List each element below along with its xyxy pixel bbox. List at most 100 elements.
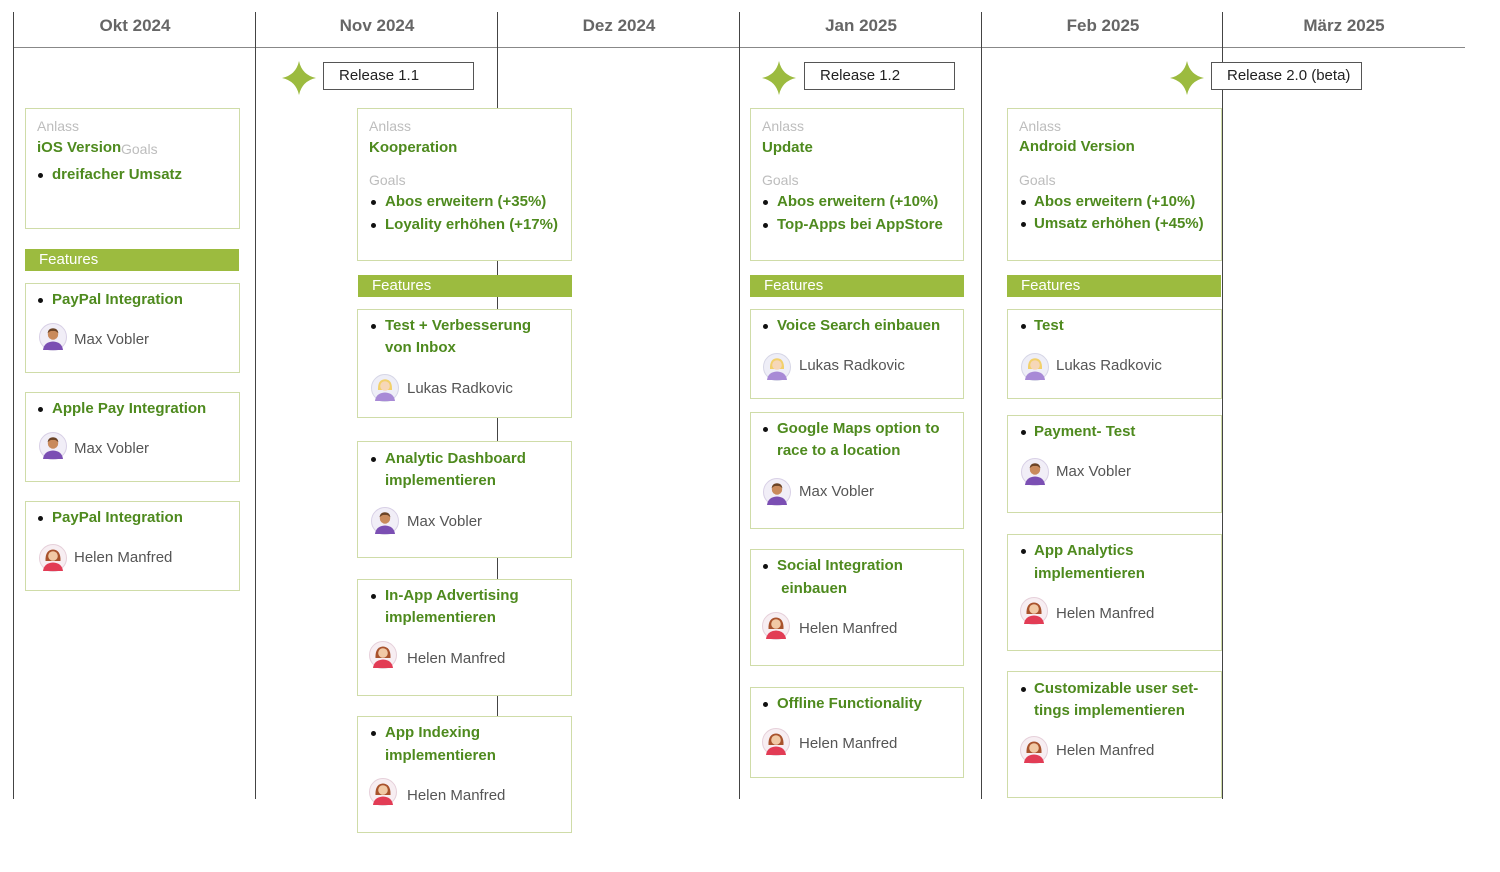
goal-item: Abos erweitern (+10%): [777, 193, 939, 210]
feature-title: einbauen: [777, 580, 848, 597]
anlass-value: iOS Version: [37, 139, 122, 156]
owner-name: Helen Manfred: [1056, 605, 1155, 622]
goal-bullet: [1021, 222, 1026, 227]
anlass-label: Anlass: [369, 118, 412, 134]
male-avatar-icon: [1021, 458, 1049, 486]
goal-item: Loyality erhöhen (+17%): [385, 216, 558, 233]
feature-title: Google Maps option to: [777, 420, 940, 437]
anlass-label: Anlass: [1019, 118, 1062, 134]
male-avatar-icon: [39, 323, 67, 351]
feature-title: implementieren: [385, 609, 496, 626]
feature-title: implementieren: [385, 747, 496, 764]
feature-bullet: [763, 564, 768, 569]
anlass-label: Anlass: [37, 118, 80, 134]
month-label: Jan 2025: [825, 16, 897, 35]
feature-title: Test + Verbesserung: [385, 317, 532, 334]
female-avatar-icon: [369, 778, 397, 806]
feature-card[interactable]: [750, 412, 964, 529]
feature-card[interactable]: [1007, 534, 1222, 651]
goals-label: Goals: [762, 172, 799, 188]
feature-bullet: [371, 594, 376, 599]
goal-bullet: [38, 173, 43, 178]
feature-title: implementieren: [385, 472, 496, 489]
feature-card[interactable]: [1007, 309, 1222, 399]
goal-bullet: [1021, 200, 1026, 205]
feature-title: PayPal Integration: [52, 291, 183, 308]
owner-name: Max Vobler: [1056, 463, 1132, 480]
feature-card[interactable]: [25, 501, 240, 591]
male-avatar-icon: [39, 432, 67, 460]
feature-card[interactable]: [750, 549, 964, 666]
female-avatar-icon: [39, 544, 67, 572]
goal-item: Umsatz erhöhen (+45%): [1034, 215, 1204, 232]
goal-bullet: [371, 200, 376, 205]
feature-card[interactable]: [750, 309, 964, 399]
month-divider: [739, 12, 740, 799]
feature-bullet: [371, 457, 376, 462]
feature-bullet: [371, 324, 376, 329]
feature-title: PayPal Integration: [52, 509, 183, 526]
feature-bullet: [1021, 430, 1026, 435]
feature-bullet: [763, 427, 768, 432]
feature-title: Test: [1034, 317, 1064, 334]
feature-title: race to a location: [777, 442, 901, 459]
month-divider: [981, 12, 982, 799]
goals-label: Goals: [121, 141, 158, 157]
female-avatar-icon: [1020, 736, 1048, 764]
anlass-label: Anlass: [762, 118, 805, 134]
features-header: Features: [25, 249, 239, 271]
goal-bullet: [371, 223, 376, 228]
female-avatar-icon: [762, 728, 790, 756]
feature-bullet: [763, 702, 768, 707]
feature-title: Social Integration: [777, 557, 903, 574]
month-label: Okt 2024: [99, 16, 171, 35]
month-divider: [13, 12, 14, 799]
release-label: Release 2.0 (beta): [1211, 62, 1362, 90]
month-label: Nov 2024: [339, 16, 415, 35]
release-label: Release 1.1: [323, 62, 474, 90]
owner-name: Max Vobler: [799, 483, 875, 500]
features-header: Features: [1007, 275, 1221, 297]
blonde-avatar-icon: [763, 353, 791, 381]
anlass-card: [1007, 108, 1222, 261]
feature-card[interactable]: [1007, 671, 1222, 798]
month-divider: [255, 12, 256, 799]
blonde-avatar-icon: [371, 374, 399, 402]
feature-title: Offline Functionality: [777, 695, 922, 712]
release-star-icon: [762, 61, 796, 95]
feature-bullet: [1021, 549, 1026, 554]
release-label: Release 1.2: [804, 62, 955, 90]
owner-name: Helen Manfred: [74, 549, 173, 566]
month-divider: [1222, 12, 1223, 799]
goal-bullet: [763, 200, 768, 205]
owner-name: Lukas Radkovic: [1056, 357, 1162, 374]
feature-title: von Inbox: [385, 339, 456, 356]
feature-card[interactable]: [357, 441, 572, 558]
anlass-value: Update: [762, 139, 813, 156]
male-avatar-icon: [763, 478, 791, 506]
anlass-card: [25, 108, 240, 229]
female-avatar-icon: [762, 612, 790, 640]
feature-card[interactable]: [357, 716, 572, 833]
feature-title: Analytic Dashboard: [385, 450, 526, 467]
feature-bullet: [1021, 324, 1026, 329]
owner-name: Max Vobler: [407, 513, 483, 530]
owner-name: Lukas Radkovic: [407, 380, 513, 397]
feature-title: implementieren: [1034, 565, 1145, 582]
owner-name: Helen Manfred: [407, 787, 506, 804]
feature-card[interactable]: [357, 579, 572, 696]
owner-name: Helen Manfred: [1056, 742, 1155, 759]
month-label: Feb 2025: [1066, 16, 1140, 35]
feature-title: App Indexing: [385, 724, 480, 741]
feature-title: Customizable user set-: [1034, 680, 1199, 697]
feature-bullet: [371, 731, 376, 736]
feature-bullet: [763, 324, 768, 329]
goal-item: dreifacher Umsatz: [52, 166, 183, 183]
goal-item: Abos erweitern (+35%): [385, 193, 547, 210]
anlass-value: Kooperation: [369, 139, 458, 156]
female-avatar-icon: [369, 641, 397, 669]
goal-item: Abos erweitern (+10%): [1034, 193, 1196, 210]
features-header: Features: [358, 275, 572, 297]
feature-bullet: [38, 407, 43, 412]
feature-title: Voice Search einbauen: [777, 317, 941, 334]
